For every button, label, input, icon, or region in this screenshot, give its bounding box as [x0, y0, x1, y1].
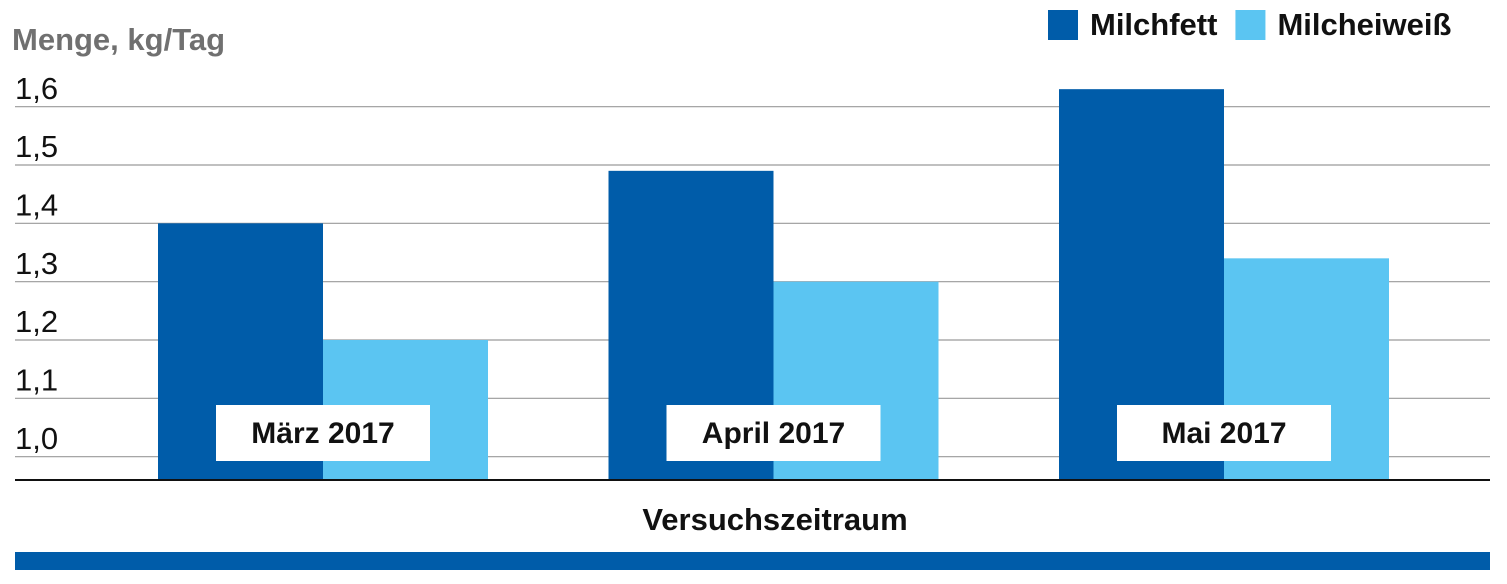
y-axis-label: Menge, kg/Tag	[12, 22, 225, 57]
y-tick-label: 1,2	[15, 304, 58, 339]
y-tick-label: 1,6	[15, 71, 58, 106]
category-label-box	[666, 405, 881, 461]
x-axis-label: Versuchszeitraum	[642, 502, 907, 537]
y-tick-label: 1,3	[15, 246, 58, 281]
y-tick-label: 1,1	[15, 363, 58, 398]
y-tick-label: 1,0	[15, 421, 58, 456]
legend-label: Milchfett	[1090, 7, 1217, 42]
legend-swatch	[1048, 10, 1078, 40]
x-tick-label: März 2017	[251, 417, 394, 450]
y-tick-label: 1,4	[15, 188, 58, 223]
y-tick-label: 1,5	[15, 129, 58, 164]
category-label-box	[1117, 405, 1331, 461]
footer-band	[15, 552, 1490, 570]
legend-swatch	[1235, 10, 1266, 40]
legend-label: Milcheiweiß	[1277, 7, 1451, 42]
x-tick-label: April 2017	[702, 417, 845, 450]
x-tick-label: Mai 2017	[1161, 417, 1286, 450]
category-label-box	[216, 405, 430, 461]
